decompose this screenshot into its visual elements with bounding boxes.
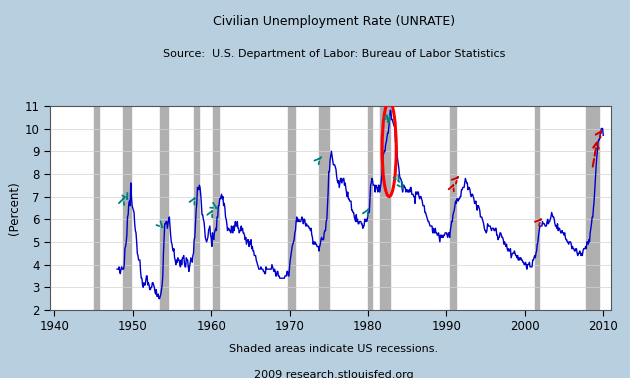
Text: Source:  U.S. Department of Labor: Bureau of Labor Statistics: Source: U.S. Department of Labor: Bureau… [163, 49, 505, 59]
Bar [586, 106, 599, 310]
Bar [535, 106, 539, 310]
Bar [319, 106, 329, 310]
Bar [368, 106, 372, 310]
Bar [288, 106, 295, 310]
Text: 2009 research.stlouisfed.org: 2009 research.stlouisfed.org [254, 370, 414, 378]
Bar [450, 106, 456, 310]
Bar [123, 106, 131, 310]
Bar [193, 106, 200, 310]
Bar [160, 106, 168, 310]
Bar [380, 106, 389, 310]
Bar [93, 106, 100, 310]
Bar [213, 106, 219, 310]
Y-axis label: (Percent): (Percent) [8, 181, 21, 235]
Text: Civilian Unemployment Rate (UNRATE): Civilian Unemployment Rate (UNRATE) [213, 15, 455, 28]
Text: Shaded areas indicate US recessions.: Shaded areas indicate US recessions. [229, 344, 438, 354]
